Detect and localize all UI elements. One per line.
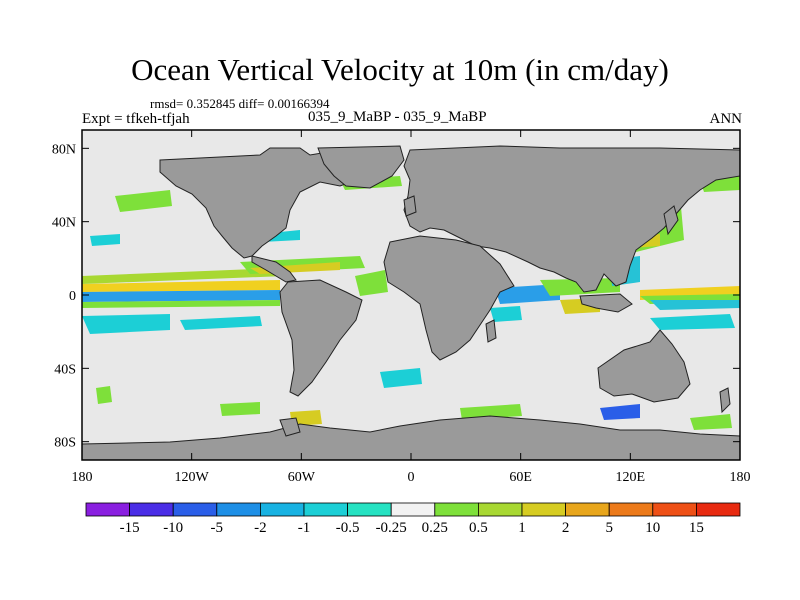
field-patch — [650, 314, 735, 330]
field-patch — [82, 314, 170, 334]
australia — [597, 329, 691, 403]
north-america — [159, 147, 361, 259]
colorbar-swatch — [696, 502, 741, 517]
colorbar-label: -5 — [211, 520, 224, 536]
colorbar-swatch — [259, 502, 305, 517]
greenland — [317, 145, 405, 189]
colorbar-swatch — [565, 502, 610, 517]
colorbar-label: -0.5 — [336, 520, 360, 536]
colorbar-swatch — [85, 502, 130, 517]
colorbar-label: 15 — [689, 520, 704, 536]
colorbar-swatch — [347, 502, 392, 517]
field-patch — [82, 280, 280, 292]
y-tick-label: 0 — [69, 289, 76, 304]
antarctic-peninsula — [279, 417, 301, 437]
colorbar-swatch — [172, 502, 218, 517]
colorbar-label: 0.5 — [469, 520, 488, 536]
colorbar-label: -0.25 — [376, 520, 407, 536]
south-america — [279, 279, 363, 397]
colorbar-swatch — [303, 502, 348, 517]
central-america — [251, 255, 297, 283]
field-patch — [115, 190, 172, 212]
colorbar-swatch — [521, 502, 566, 517]
experiment-label: Expt = tfkeh-tfjah — [82, 111, 190, 127]
x-tick-label: 120E — [616, 470, 646, 485]
colorbar-label: -15 — [120, 520, 140, 536]
colorbar-label: -1 — [298, 520, 311, 536]
field-patch — [490, 306, 522, 322]
colorbar-swatch — [477, 502, 523, 517]
season-label: ANN — [709, 111, 743, 127]
colorbar-swatch — [216, 502, 261, 517]
field-patch — [82, 290, 280, 302]
y-tick-label: 40N — [52, 216, 76, 231]
colorbar-label: -2 — [254, 520, 267, 536]
field-patch — [96, 386, 112, 404]
axes: 180 120W 60W 0 60E 120E 180 80N 40N 0 40S 80S — [52, 130, 751, 485]
colorbar-swatch — [434, 502, 479, 517]
colorbar-label: 0.25 — [422, 520, 448, 536]
british-isles — [403, 195, 417, 217]
colorbar-swatch — [652, 502, 697, 517]
land-masses — [81, 145, 741, 461]
x-tick-label: 0 — [408, 470, 415, 485]
colorbar-swatch — [129, 502, 174, 517]
madagascar — [485, 319, 497, 343]
colorbar-swatch — [390, 502, 436, 517]
y-tick-label: 80N — [52, 142, 76, 157]
colorbar-swatch — [608, 502, 654, 517]
new-zealand — [719, 387, 731, 414]
colorbar-label: 2 — [562, 520, 570, 536]
colorbar-label: 5 — [605, 520, 613, 536]
field-patch — [495, 284, 560, 304]
colorbar: -15 -10 -5 -2 -1 -0.5 -0.25 0.25 0.5 1 2 5 10 15 — [85, 502, 741, 536]
eurasia — [403, 145, 741, 293]
field-patch — [355, 270, 388, 296]
field-patch — [600, 404, 640, 420]
x-tick-label: 180 — [730, 470, 751, 485]
field-patch — [82, 268, 285, 284]
maritime-continent — [579, 293, 633, 313]
japan — [663, 205, 679, 236]
colorbar-label: 1 — [518, 520, 526, 536]
x-tick-label: 180 — [72, 470, 93, 485]
field-patch — [82, 300, 280, 308]
field-patch — [180, 316, 262, 330]
case-label: 035_9_MaBP - 035_9_MaBP — [308, 109, 487, 125]
x-tick-label: 120W — [175, 470, 210, 485]
x-tick-label: 60E — [509, 470, 532, 485]
y-tick-label: 80S — [54, 436, 76, 451]
y-tick-label: 40S — [54, 362, 76, 377]
stats-label: rmsd= 0.352845 diff= 0.00166394 — [150, 96, 330, 111]
field-patch — [290, 410, 322, 426]
velocity-field — [82, 176, 740, 430]
field-patch — [90, 234, 120, 246]
field-patch — [220, 402, 260, 416]
map-title: Ocean Vertical Velocity at 10m (in cm/da… — [131, 52, 669, 87]
field-patch — [460, 404, 522, 420]
colorbar-label: 10 — [645, 520, 660, 536]
field-patch — [690, 414, 732, 430]
field-patch — [380, 368, 422, 388]
colorbar-label: -10 — [163, 520, 183, 536]
field-patch — [650, 300, 740, 310]
x-tick-label: 60W — [288, 470, 316, 485]
africa — [383, 235, 515, 361]
